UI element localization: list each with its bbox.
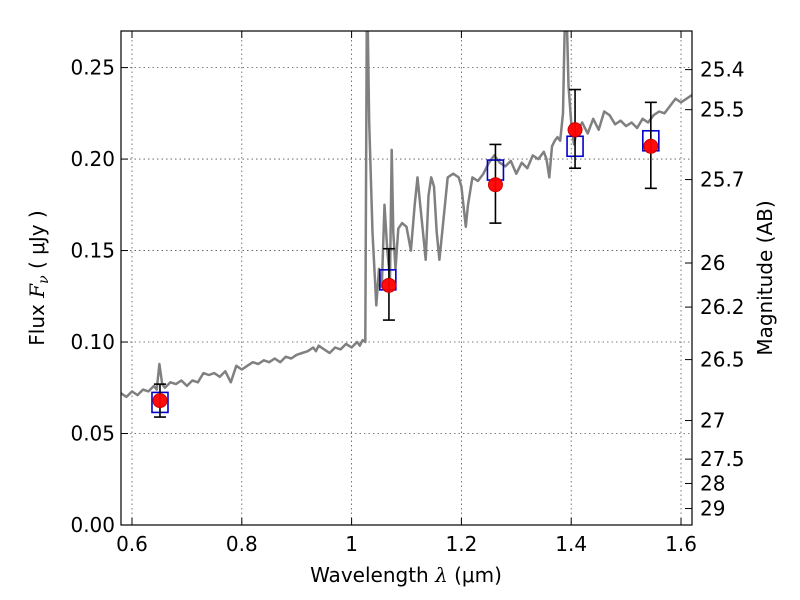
tick-layer: 0.6 0.8 1 1.2 1.4 1.6 0.00 0.05 0.10 0.15 0.20 0.25… <box>70 31 745 556</box>
y-tick-label: 0.20 <box>70 147 115 171</box>
magnitude-tick-label: 26.2 <box>700 295 745 319</box>
x-tick-label: 1.4 <box>555 532 587 556</box>
y-axis-label-prefix: Flux <box>25 298 49 346</box>
y-axis-label-symbol: F <box>25 283 49 299</box>
plot-frame <box>120 30 693 526</box>
y-axis-label-suffix: ( μJy ) <box>25 210 49 275</box>
x-tick-label: 0.8 <box>226 532 258 556</box>
magnitude-tick-label: 27.5 <box>700 447 745 471</box>
y-tick-label: 0.05 <box>70 422 115 446</box>
x-axis-label-prefix: Wavelength <box>310 563 435 587</box>
observed-point <box>152 393 168 409</box>
magnitude-tick-label: 25.4 <box>700 58 745 82</box>
observed-point <box>487 177 503 193</box>
magnitude-tick-label: 25.7 <box>700 168 745 192</box>
magnitude-tick-label: 28 <box>700 471 725 495</box>
magnitude-tick-label: 27 <box>700 409 725 433</box>
x-tick-label: 1.2 <box>445 532 477 556</box>
spectrum-layer <box>121 31 692 399</box>
x-axis-label-symbol: λ <box>434 563 448 587</box>
x-tick-label: 1 <box>345 532 358 556</box>
y-axis-label-subscript: ν <box>36 275 52 284</box>
y-axis-label: Flux Fν ( μJy ) <box>25 210 52 345</box>
magnitude-tick-label: 29 <box>700 497 725 521</box>
y-tick-label: 0.25 <box>70 56 115 80</box>
y-tick-label: 0.15 <box>70 239 115 263</box>
x-axis-label-suffix: (μm) <box>448 563 502 587</box>
y-tick-label: 0.00 <box>70 513 115 537</box>
x-tick-label: 0.6 <box>116 532 148 556</box>
grid-lines <box>121 31 692 526</box>
spectrum-line <box>121 31 692 399</box>
magnitude-tick-label: 26.5 <box>700 348 745 372</box>
y-tick-label: 0.10 <box>70 330 115 354</box>
observed-point <box>381 277 397 293</box>
x-tick-label: 1.6 <box>665 532 697 556</box>
observed-point <box>643 138 659 154</box>
magnitude-tick-label: 26 <box>700 251 725 275</box>
right-axis-label: Magnitude (AB) <box>753 200 777 355</box>
magnitude-tick-label: 25.5 <box>700 98 745 122</box>
observed-point <box>567 122 583 138</box>
x-axis-label: Wavelength λ (μm) <box>310 563 502 587</box>
marker-layer <box>151 88 660 418</box>
